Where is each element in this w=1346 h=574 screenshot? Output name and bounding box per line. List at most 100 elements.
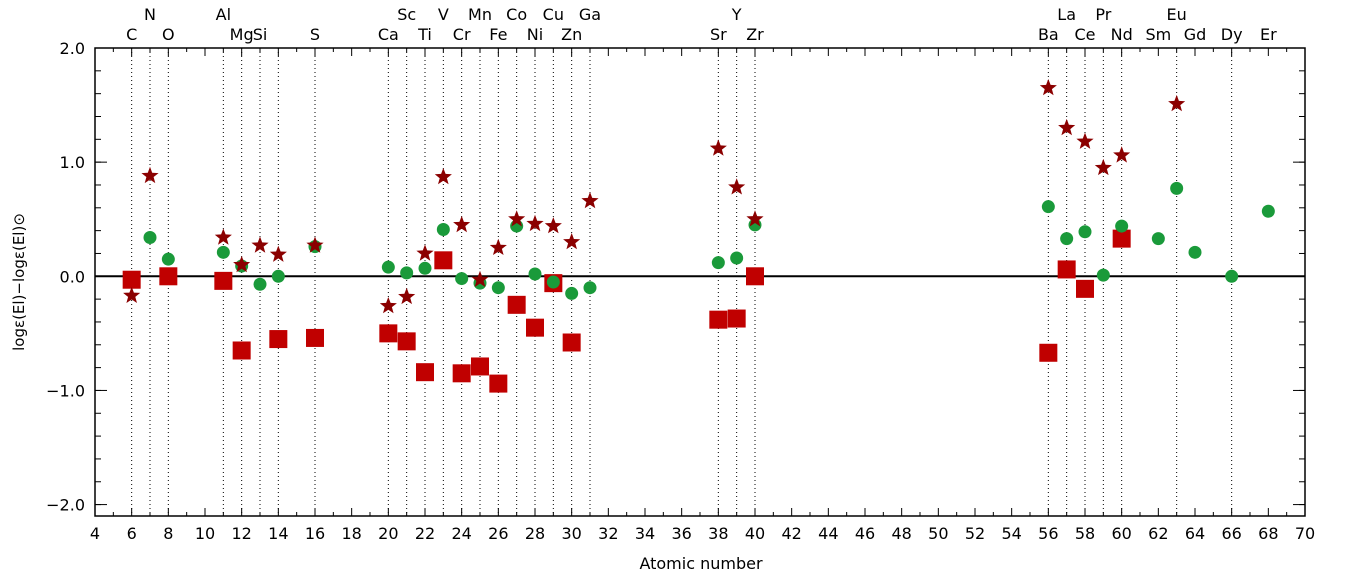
y-axis-label: logε(El)−logε(El)⊙ [10,213,28,351]
x-tick-label: 48 [891,524,911,543]
square-marker [159,267,177,285]
x-axis-ticks: 4 6 8 10 12 14 16 18 20 22 24 26 28 30 32 34 36 38 40 42 44 4… [90,48,1315,543]
y-tick-label: 1.0 [60,153,85,172]
circle-marker [1115,220,1128,233]
star-marker [710,139,727,155]
element-label-mn: Mn [468,5,492,24]
x-tick-label: 52 [965,524,985,543]
element-label-er: Er [1260,25,1277,44]
square-marker [1076,280,1094,298]
square-marker [233,341,251,359]
element-label-sr: Sr [710,25,727,44]
circle-marker [492,281,505,294]
x-tick-label: 34 [635,524,655,543]
x-tick-label: 40 [745,524,765,543]
square-marker [728,310,746,328]
x-tick-label: 38 [708,524,728,543]
circle-marker [529,268,542,281]
circle-marker [455,272,468,285]
square-marker [269,330,287,348]
star-marker [251,237,268,253]
element-label-mg: Mg [230,25,254,44]
x-tick-label: 4 [90,524,100,543]
element-label-s: S [310,25,320,44]
square-marker [526,319,544,337]
square-marker [379,324,397,342]
element-label-sm: Sm [1145,25,1171,44]
circle-marker [437,223,450,236]
element-label-eu: Eu [1167,5,1187,24]
x-tick-label: 70 [1295,524,1315,543]
star-marker [215,229,232,245]
circle-marker [419,262,432,275]
element-label-cr: Cr [453,25,471,44]
star-marker [1076,133,1093,149]
circle-marker [565,287,578,300]
x-tick-label: 56 [1038,524,1058,543]
x-tick-label: 28 [525,524,545,543]
circle-marker [1170,182,1183,195]
element-label-ce: Ce [1074,25,1095,44]
square-marker [434,251,452,269]
star-marker [380,297,397,313]
element-label-sc: Sc [397,5,416,24]
circle-marker [584,281,597,294]
circle-marker [162,253,175,266]
y-tick-label: 0.0 [60,267,85,286]
element-label-ba: Ba [1038,25,1059,44]
element-label-zr: Zr [746,25,764,44]
square-marker [489,375,507,393]
star-marker [270,246,287,262]
element-label-c: C [126,25,137,44]
x-tick-label: 64 [1185,524,1205,543]
circle-marker [1262,205,1275,218]
circle-marker [1079,225,1092,238]
x-tick-label: 44 [818,524,838,543]
x-tick-label: 50 [928,524,948,543]
element-label-n: N [144,5,156,24]
data-markers [123,79,1275,393]
square-marker [306,329,324,347]
element-label-ga: Ga [579,5,601,24]
element-label-si: Si [253,25,268,44]
star-marker [453,216,470,232]
element-label-ti: Ti [417,25,432,44]
element-label-gd: Gd [1184,25,1207,44]
x-tick-label: 12 [231,524,251,543]
circle-marker [254,278,267,291]
element-label-nd: Nd [1111,25,1133,44]
square-marker [1058,260,1076,278]
circle-marker [730,252,743,265]
element-label-la: La [1057,5,1076,24]
x-tick-label: 16 [305,524,325,543]
element-label-dy: Dy [1221,25,1243,44]
star-marker [545,217,562,233]
square-marker [214,272,232,290]
x-tick-label: 60 [1111,524,1131,543]
circle-marker [144,231,157,244]
element-label-al: Al [216,5,231,24]
x-axis-label: Atomic number [639,554,763,573]
x-tick-label: 68 [1258,524,1278,543]
circle-marker [400,266,413,279]
circle-marker [1097,269,1110,282]
x-tick-label: 20 [378,524,398,543]
circle-marker [1189,246,1202,259]
circle-marker [217,246,230,259]
element-label-pr: Pr [1095,5,1111,24]
circle-marker [382,261,395,274]
circle-marker [1225,270,1238,283]
square-marker [1039,344,1057,362]
square-marker [398,332,416,350]
star-marker [435,168,452,184]
x-tick-label: 58 [1075,524,1095,543]
x-tick-label: 54 [1001,524,1021,543]
star-marker [581,192,598,208]
x-tick-label: 42 [781,524,801,543]
square-marker [709,311,727,329]
circle-marker [1042,200,1055,213]
circle-marker [712,256,725,269]
x-tick-label: 18 [341,524,361,543]
